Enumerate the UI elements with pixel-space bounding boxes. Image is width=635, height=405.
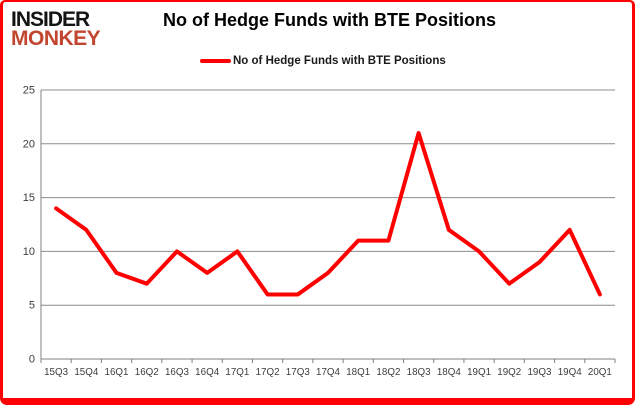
x-axis-label-17Q1: 17Q1 [225,367,249,378]
chart-title: No of Hedge Funds with BTE Positions [163,10,496,30]
y-axis-label-15: 15 [23,192,35,204]
x-axis-label-19Q4: 19Q4 [558,367,583,378]
insider-monkey-logo: INSIDER MONKEY [11,8,101,50]
x-axis-label-16Q4: 16Q4 [195,367,220,378]
logo-text-insider: INSIDER [11,8,90,31]
x-axis-label-19Q3: 19Q3 [527,367,552,378]
logo-text-monkey: MONKEY [11,27,101,50]
x-axis-label-15Q3: 15Q3 [44,367,69,378]
y-axis-label-10: 10 [23,246,35,258]
x-axis-label-16Q1: 16Q1 [105,367,129,378]
x-axis-label-17Q3: 17Q3 [286,367,311,378]
y-axis-label-5: 5 [29,300,35,312]
x-axis-label-16Q2: 16Q2 [135,367,159,378]
x-axis-label-15Q4: 15Q4 [74,367,99,378]
x-axis-label-18Q3: 18Q3 [407,367,432,378]
x-axis-label-17Q4: 17Q4 [316,367,341,378]
x-axis-label-19Q2: 19Q2 [497,367,521,378]
chart-legend: No of Hedge Funds with BTE Positions [200,55,446,67]
x-axis-label-16Q3: 16Q3 [165,367,190,378]
x-axis-label-19Q1: 19Q1 [467,367,491,378]
x-axis-label-18Q4: 18Q4 [437,367,462,378]
y-axis-label-20: 20 [23,138,35,150]
x-axis-label-18Q2: 18Q2 [376,367,400,378]
x-axis-label-17Q2: 17Q2 [256,367,280,378]
y-axis-label-25: 25 [23,85,35,97]
legend-series-label: No of Hedge Funds with BTE Positions [233,55,446,67]
x-axis-label-18Q1: 18Q1 [346,367,370,378]
y-axis-label-0: 0 [29,354,35,366]
x-axis-label-20Q1: 20Q1 [588,367,612,378]
series-line [54,131,602,297]
legend-line-marker [200,59,231,63]
